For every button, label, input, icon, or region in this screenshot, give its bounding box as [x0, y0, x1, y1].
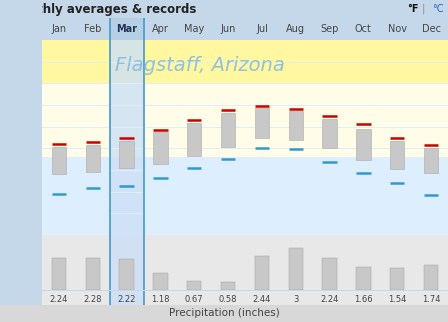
- Text: |: |: [418, 4, 428, 14]
- Text: 2.24: 2.24: [50, 296, 68, 305]
- Text: 2.24: 2.24: [320, 296, 339, 305]
- Text: Jan: Jan: [52, 24, 66, 34]
- Text: Aug: Aug: [286, 24, 305, 34]
- Bar: [323, 259, 337, 290]
- Text: Apr: Apr: [152, 24, 169, 34]
- Text: °F: °F: [407, 4, 419, 14]
- Text: Nov: Nov: [388, 24, 407, 34]
- Bar: [424, 148, 438, 173]
- Text: Jul: Jul: [256, 24, 268, 34]
- Bar: [187, 123, 201, 156]
- Bar: [86, 258, 100, 290]
- Bar: [356, 129, 370, 160]
- Text: Jun: Jun: [220, 24, 236, 34]
- Bar: [221, 282, 235, 290]
- Bar: [110, 18, 143, 40]
- Bar: [52, 259, 66, 290]
- Text: Flagstaff, Arizona: Flagstaff, Arizona: [115, 56, 285, 75]
- Text: 1.18: 1.18: [151, 296, 170, 305]
- Bar: [255, 108, 269, 137]
- Bar: [390, 268, 405, 290]
- Text: 1.66: 1.66: [354, 296, 373, 305]
- Bar: [86, 145, 100, 172]
- Bar: [289, 111, 303, 140]
- Text: °C: °C: [432, 4, 444, 14]
- Bar: [356, 267, 370, 290]
- Bar: [153, 273, 168, 290]
- Bar: [110, 291, 143, 309]
- Bar: [221, 113, 235, 147]
- Bar: [110, 40, 143, 235]
- Text: Precipitation (inches): Precipitation (inches): [168, 308, 280, 318]
- Text: 3: 3: [293, 296, 298, 305]
- Text: Oct: Oct: [355, 24, 372, 34]
- Text: Sep: Sep: [320, 24, 339, 34]
- Text: 2.44: 2.44: [253, 296, 271, 305]
- Bar: [153, 132, 168, 164]
- Bar: [390, 141, 405, 169]
- Bar: [255, 256, 269, 290]
- Text: 2.22: 2.22: [117, 296, 136, 305]
- Bar: [42, 157, 448, 235]
- Text: 0.67: 0.67: [185, 296, 203, 305]
- Bar: [42, 40, 448, 83]
- Text: Mar: Mar: [116, 24, 137, 34]
- Text: 1.54: 1.54: [388, 296, 406, 305]
- Bar: [52, 147, 66, 174]
- Bar: [323, 119, 337, 148]
- Text: Monthly averages & records: Monthly averages & records: [9, 3, 196, 15]
- Bar: [187, 280, 201, 290]
- Text: 0.58: 0.58: [219, 296, 237, 305]
- Text: Dec: Dec: [422, 24, 440, 34]
- Bar: [289, 248, 303, 290]
- Bar: [110, 235, 143, 290]
- Text: 1.74: 1.74: [422, 296, 440, 305]
- Bar: [42, 40, 448, 157]
- Text: May: May: [184, 24, 204, 34]
- Text: 2.28: 2.28: [83, 296, 102, 305]
- Text: Feb: Feb: [84, 24, 101, 34]
- Bar: [120, 259, 134, 290]
- Bar: [424, 265, 438, 290]
- Bar: [120, 141, 134, 168]
